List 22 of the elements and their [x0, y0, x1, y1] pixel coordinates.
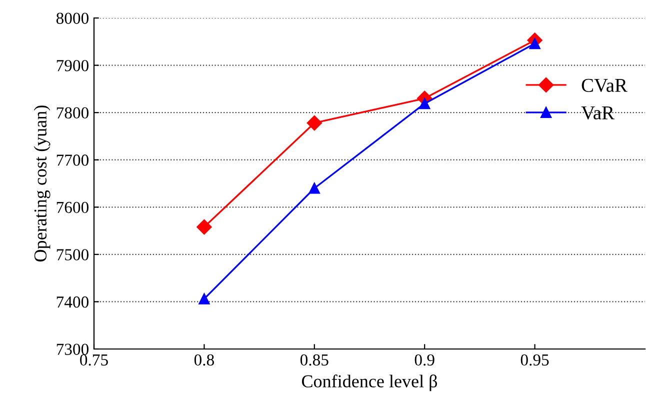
- y-tick-label: 7500: [56, 249, 89, 260]
- x-axis-title: Confidence level β: [302, 374, 437, 392]
- y-tick-label: 7600: [56, 202, 89, 214]
- legend-label: VaR: [581, 106, 614, 120]
- x-tick-label: 0.85: [300, 354, 328, 366]
- point: [196, 219, 212, 235]
- x-tick-label: 0.8: [194, 354, 214, 366]
- y-axis-title: Operating cost (yuan): [34, 106, 50, 262]
- point: [198, 293, 210, 304]
- point: [419, 98, 430, 110]
- point: [308, 182, 320, 194]
- y-tick-label: 8000: [56, 12, 89, 24]
- point: [306, 115, 322, 131]
- y-tick-label: 7400: [56, 296, 89, 308]
- legend-label: CVaR: [582, 78, 628, 92]
- x-tick-label: 0.75: [80, 354, 108, 366]
- x-tick-label: 0.9: [414, 354, 434, 366]
- x-tick-label: 0.95: [520, 354, 549, 366]
- y-tick-label: 7700: [56, 154, 89, 166]
- y-tick-label: 7300: [56, 344, 89, 355]
- y-tick-label: 7800: [56, 107, 89, 119]
- y-tick-label: 7900: [56, 60, 89, 72]
